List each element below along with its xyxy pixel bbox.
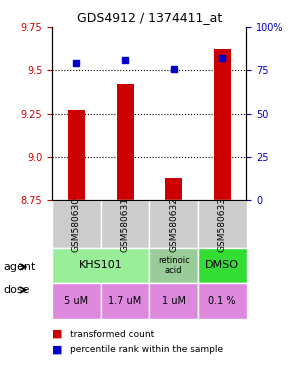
Text: GSM580631: GSM580631 (121, 197, 130, 252)
FancyBboxPatch shape (198, 283, 246, 319)
Text: ■: ■ (52, 329, 63, 339)
Text: GSM580632: GSM580632 (169, 197, 178, 252)
Text: percentile rank within the sample: percentile rank within the sample (70, 345, 223, 354)
FancyBboxPatch shape (198, 200, 246, 248)
Text: dose: dose (3, 285, 29, 295)
Text: KHS101: KHS101 (79, 260, 123, 270)
Bar (165, 178, 182, 200)
FancyBboxPatch shape (52, 248, 149, 283)
FancyBboxPatch shape (52, 200, 101, 248)
Text: 1 uM: 1 uM (162, 296, 186, 306)
Text: 1.7 uM: 1.7 uM (108, 296, 142, 306)
Text: GSM580630: GSM580630 (72, 197, 81, 252)
FancyBboxPatch shape (52, 283, 101, 319)
Text: ■: ■ (52, 344, 63, 354)
Text: DMSO: DMSO (205, 260, 239, 270)
FancyBboxPatch shape (198, 248, 246, 283)
Text: transformed count: transformed count (70, 329, 154, 339)
Text: 5 uM: 5 uM (64, 296, 88, 306)
Bar (214, 50, 231, 200)
Bar (117, 84, 134, 200)
FancyBboxPatch shape (149, 200, 198, 248)
FancyBboxPatch shape (149, 248, 198, 283)
Text: GSM580633: GSM580633 (218, 197, 227, 252)
FancyBboxPatch shape (149, 283, 198, 319)
Title: GDS4912 / 1374411_at: GDS4912 / 1374411_at (77, 11, 222, 24)
FancyBboxPatch shape (101, 200, 149, 248)
Text: retinoic
acid: retinoic acid (158, 256, 189, 275)
FancyBboxPatch shape (101, 283, 149, 319)
Text: 0.1 %: 0.1 % (209, 296, 236, 306)
Text: agent: agent (3, 262, 35, 272)
Bar (68, 110, 85, 200)
